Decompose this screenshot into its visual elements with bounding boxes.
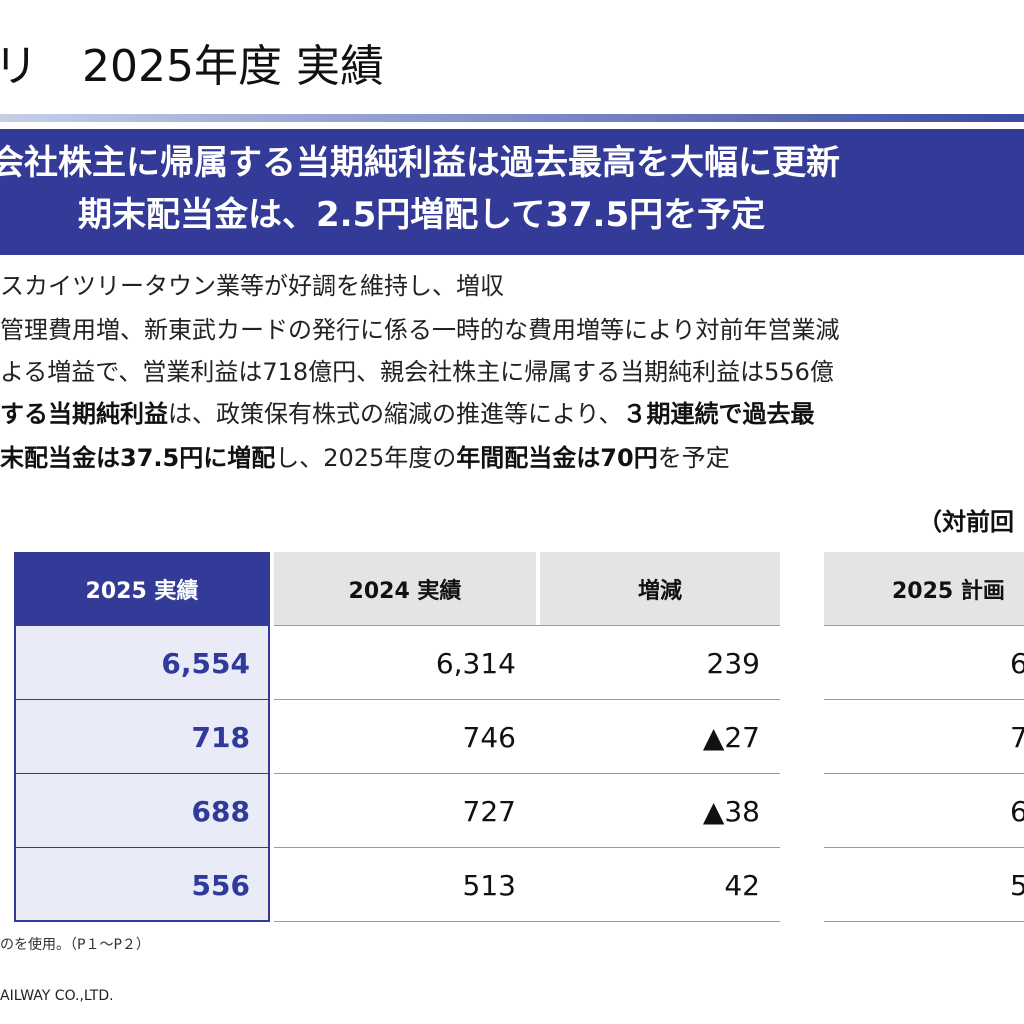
page-title: リ 2025年度 実績 — [0, 41, 384, 92]
table-cell: 727 — [462, 794, 516, 828]
table-cell: 513 — [462, 868, 516, 902]
bullet-text: よる増益で、営業利益は718億円、親会社株主に帰属する当期純利益は556億 — [0, 358, 834, 386]
table-cell: ▲38 — [702, 794, 760, 828]
table-cell: 746 — [462, 720, 516, 754]
header-divider — [824, 625, 1024, 626]
column-header: 2025 計画 — [824, 552, 1024, 626]
footnote: のを使用。（P１～P２） — [0, 937, 150, 953]
column-header: 2025 実績 — [14, 552, 270, 626]
bullet-emphasis: 末配当金は37.5円に増配 — [0, 444, 276, 472]
table-cell: 718 — [191, 720, 250, 754]
table-cell: 6,314 — [435, 646, 516, 680]
table-cell: 7 — [1010, 720, 1024, 754]
table-cell: 6,5 — [1010, 646, 1024, 680]
column-header: 増減 — [540, 552, 780, 626]
table-cell: ▲27 — [702, 720, 760, 754]
bullet-line: スカイツリータウン業等が好調を維持し、増収 — [0, 266, 504, 306]
bullet-emphasis: する当期純利益 — [0, 400, 168, 428]
banner-line-1: 会社株主に帰属する当期純利益は過去最高を大幅に更新 — [0, 143, 840, 183]
bullet-line: 末配当金は37.5円に増配し、2025年度の年間配当金は70円を予定 — [0, 438, 730, 478]
bullet-text: は、政策保有株式の縮減の推進等により、 — [168, 400, 623, 428]
row-divider — [824, 699, 1024, 700]
company-name: AILWAY CO.,LTD. — [0, 988, 114, 1004]
table-cell: 6,554 — [161, 646, 250, 680]
row-divider — [16, 773, 268, 774]
row-divider — [274, 847, 780, 848]
row-divider — [16, 699, 268, 700]
headline-banner: 会社株主に帰属する当期純利益は過去最高を大幅に更新 期末配当金は、2.5円増配し… — [0, 129, 1024, 255]
header-divider — [274, 625, 780, 626]
bullet-emphasis: 年間配当金は70円 — [456, 444, 658, 472]
row-divider — [824, 921, 1024, 922]
table-cell: 239 — [706, 646, 760, 680]
row-divider — [274, 699, 780, 700]
unit-note: （対前回 — [918, 508, 1014, 536]
bullet-text: し、2025年度の — [275, 444, 457, 472]
bullet-text: 管理費用増、新東武カードの発行に係る一時的な費用増等により対前年営業減 — [0, 316, 840, 344]
table-cell: 556 — [191, 868, 250, 902]
bullet-line: よる増益で、営業利益は718億円、親会社株主に帰属する当期純利益は556億 — [0, 352, 834, 392]
bullet-line: する当期純利益は、政策保有株式の縮減の推進等により、３期連続で過去最 — [0, 394, 815, 434]
table-cell: 6 — [1010, 794, 1024, 828]
title-divider — [0, 114, 1024, 122]
table-cell: 688 — [191, 794, 250, 828]
row-divider — [274, 773, 780, 774]
table-cell: 42 — [724, 868, 760, 902]
row-divider — [16, 847, 268, 848]
row-divider — [274, 921, 780, 922]
row-divider — [824, 773, 1024, 774]
bullet-text: スカイツリータウン業等が好調を維持し、増収 — [0, 272, 504, 300]
table-cell: 5 — [1010, 868, 1024, 902]
column-header: 2024 実績 — [274, 552, 536, 626]
bullet-emphasis: ３期連続で過去最 — [622, 400, 815, 428]
bullet-text: を予定 — [657, 444, 730, 472]
banner-line-2: 期末配当金は、2.5円増配して37.5円を予定 — [78, 195, 766, 235]
row-divider — [824, 847, 1024, 848]
bullet-line: 管理費用増、新東武カードの発行に係る一時的な費用増等により対前年営業減 — [0, 310, 840, 350]
